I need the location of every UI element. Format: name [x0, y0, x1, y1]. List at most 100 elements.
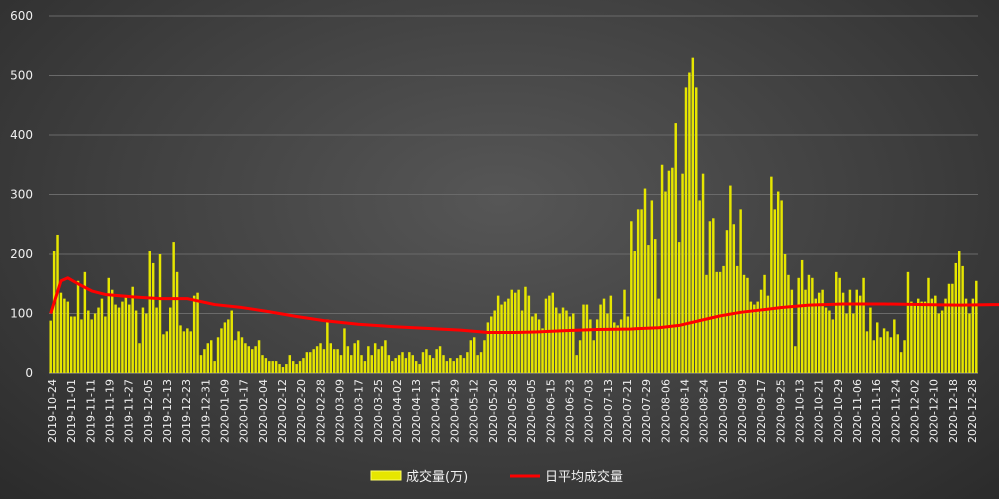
volume-bar — [104, 316, 107, 373]
volume-bar — [250, 349, 254, 373]
volume-bar — [155, 307, 158, 373]
volume-bar — [934, 295, 937, 373]
volume-bar — [920, 301, 923, 373]
volume-bar — [425, 349, 428, 373]
y-tick-label: 0 — [25, 366, 33, 380]
x-tick-label: 2019-12-13 — [161, 379, 174, 443]
volume-bar — [695, 87, 698, 374]
x-tick-label: 2020-10-13 — [794, 379, 807, 443]
volume-bar — [350, 355, 353, 373]
volume-bar — [869, 307, 872, 373]
volume-bar — [223, 322, 227, 373]
volume-bar — [442, 355, 445, 373]
volume-bar — [913, 304, 917, 373]
x-tick-label: 2020-07-21 — [621, 379, 634, 443]
x-tick-label: 2020-09-01 — [717, 379, 730, 443]
volume-bar — [76, 280, 80, 373]
x-tick-label: 2020-11-06 — [851, 379, 864, 443]
y-axis-ticks: 0 100 200 300 400 500 600 — [10, 9, 33, 380]
volume-bar — [360, 355, 363, 373]
x-tick-label: 2020-07-03 — [583, 379, 596, 443]
x-tick-label: 2020-08-24 — [698, 379, 711, 443]
volume-bar — [787, 274, 790, 373]
volume-bar — [776, 191, 780, 373]
y-tick-label: 300 — [10, 188, 33, 202]
x-tick-label: 2020-08-14 — [679, 379, 692, 443]
volume-bar — [298, 361, 302, 373]
x-tick-label: 2020-10-21 — [813, 379, 826, 443]
volume-bar — [59, 292, 63, 373]
volume-bar — [100, 298, 104, 374]
volume-bar — [145, 313, 148, 373]
volume-bar — [763, 274, 766, 373]
x-tick-label: 2019-10-24 — [46, 379, 59, 443]
x-tick-label: 2019-11-01 — [65, 379, 78, 443]
volume-bar — [780, 200, 783, 373]
volume-bar — [865, 331, 869, 373]
volume-bar — [319, 343, 322, 373]
volume-bar — [124, 295, 128, 373]
volume-bar — [828, 310, 831, 373]
volume-bar — [210, 340, 213, 373]
x-tick-label: 2020-06-23 — [564, 379, 577, 443]
volume-bar — [220, 328, 223, 374]
x-tick-label: 2020-09-25 — [774, 379, 787, 443]
volume-bar — [247, 346, 251, 373]
volume-bar — [575, 355, 578, 373]
volume-bar — [852, 313, 855, 373]
volume-bar — [848, 289, 852, 373]
volume-bar — [817, 292, 821, 373]
volume-bar — [432, 358, 435, 374]
volume-bar — [175, 271, 179, 373]
x-tick-label: 2020-09-17 — [755, 379, 768, 443]
volume-bar — [486, 322, 490, 373]
volume-bar — [957, 251, 961, 373]
volume-bar — [411, 355, 414, 373]
volume-bar — [87, 310, 90, 373]
volume-bar — [968, 313, 971, 373]
volume-bar — [69, 316, 73, 373]
volume-bar — [893, 319, 896, 373]
volume-bar — [616, 325, 619, 373]
volume-bar — [428, 355, 432, 373]
volume-bar — [151, 262, 155, 373]
volume-bar — [845, 313, 848, 373]
volume-bar — [278, 364, 281, 373]
volume-bar — [107, 277, 110, 373]
volume-bar — [664, 191, 667, 373]
volume-bar — [944, 298, 947, 374]
volume-bar — [858, 295, 862, 373]
volume-bar — [626, 316, 630, 373]
volume-bar — [691, 57, 695, 374]
volume-bar — [814, 298, 817, 374]
volume-bar — [722, 265, 725, 373]
volume-bar — [271, 361, 274, 373]
volume-bar — [602, 298, 606, 374]
volume-bar — [479, 352, 483, 373]
x-tick-label: 2020-01-09 — [219, 379, 232, 443]
volume-bar — [373, 343, 377, 373]
volume-bar — [647, 245, 650, 373]
volume-bar — [134, 310, 138, 373]
gridlines — [49, 15, 978, 374]
volume-bar — [582, 304, 585, 373]
volume-bar — [831, 319, 835, 373]
volume-bar — [971, 298, 975, 374]
volume-bar — [302, 358, 305, 374]
volume-bar — [558, 313, 561, 373]
x-tick-label: 2020-03-09 — [334, 379, 347, 443]
volume-bar — [749, 301, 753, 373]
volume-bar — [356, 340, 360, 373]
x-tick-label: 2020-10-29 — [832, 379, 845, 443]
volume-bar — [90, 319, 93, 373]
y-tick-label: 500 — [10, 69, 33, 83]
volume-bar — [551, 292, 555, 373]
volume-bar — [476, 355, 479, 373]
volume-bar — [800, 259, 804, 373]
volume-bar — [326, 319, 329, 373]
volume-bar — [322, 349, 326, 373]
volume-bar — [688, 72, 691, 374]
x-tick-label: 2020-02-20 — [295, 379, 308, 443]
x-tick-label: 2020-12-18 — [947, 379, 960, 443]
